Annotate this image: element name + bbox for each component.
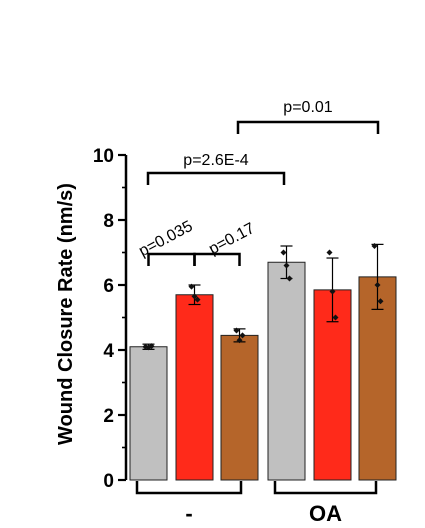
y-tick-label: 6 [103,276,114,297]
bar [267,261,306,481]
data-point [194,296,201,303]
data-point [239,332,246,339]
data-point [374,282,381,288]
group-label: - [185,501,192,526]
significance-bracket [236,120,380,134]
significance-bracket [193,252,241,266]
group-bracket [135,481,243,495]
bar [129,346,168,481]
significance-bracket [146,171,286,185]
data-point [377,298,384,305]
y-tick-label: 8 [103,211,114,232]
y-axis-title: Wound Closure Rate (nm/s) [55,183,77,445]
bar [175,294,214,481]
data-point [191,293,198,300]
y-tick-label: 0 [103,471,114,492]
y-tick-label: 10 [93,146,114,167]
data-point [233,327,240,334]
y-tick-label: 2 [103,406,114,427]
data-point [329,288,336,295]
y-tick-label: 4 [103,341,114,362]
p-value-label: p=0.17 [206,220,258,258]
data-point [283,262,290,269]
bar [220,334,259,481]
y-axis: 0 2 4 6 8 10 [93,146,128,492]
significance-brackets: p=0.035 p=0.17p=2.6E-4p=0.01 [136,99,380,266]
data-point [326,249,333,256]
group-bracket [273,481,378,495]
group-label: OA [309,501,342,526]
p-value-label: p=0.01 [283,99,332,116]
points-layer [142,243,384,351]
significance-bracket [147,252,196,266]
data-point [188,283,195,290]
data-point [286,275,293,282]
data-point [236,337,243,344]
p-value-label: p=2.6E-4 [183,152,248,169]
bars-layer [129,243,397,481]
data-point [371,243,378,249]
data-point [148,343,155,350]
data-point [332,314,339,321]
data-point [280,249,287,256]
bar [358,276,397,481]
group-brackets: - OA [135,481,378,526]
